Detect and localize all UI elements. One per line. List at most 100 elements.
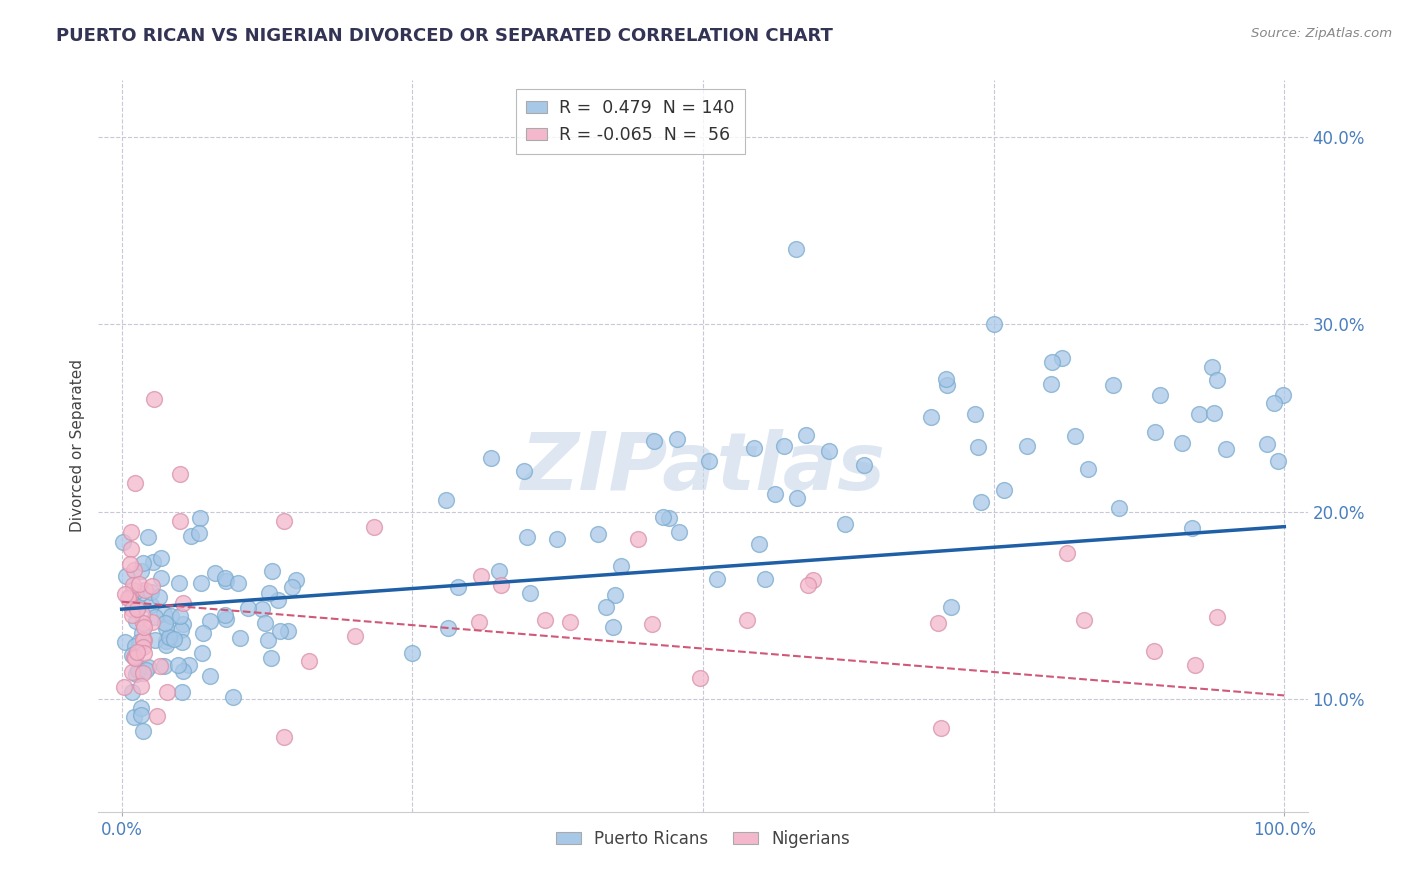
Point [142,555,165,569]
Point [129,708,152,723]
Point [363,520,385,534]
Point [129,586,152,600]
Point [1108,500,1130,515]
Point [602,620,624,634]
Point [1204,406,1226,420]
Point [1171,436,1194,450]
Point [120,525,142,540]
Point [253,616,276,631]
Point [277,624,299,638]
Point [401,646,423,660]
Point [488,564,510,578]
Point [627,532,650,546]
Point [132,633,155,648]
Point [132,615,155,630]
Point [114,635,136,649]
Point [737,613,759,627]
Point [1143,425,1166,440]
Point [965,407,987,421]
Point [434,492,457,507]
Point [773,440,796,454]
Point [1263,396,1285,410]
Point [204,566,226,581]
Point [236,601,259,615]
Point [479,450,502,465]
Point [200,669,222,683]
Point [214,571,236,585]
Point [605,588,627,602]
Point [114,587,136,601]
Point [188,526,211,541]
Point [180,529,202,543]
Point [155,638,177,652]
Point [970,495,993,509]
Point [129,679,152,693]
Point [467,615,489,629]
Point [132,556,155,570]
Point [470,569,492,583]
Point [1205,373,1227,387]
Point [595,600,617,615]
Point [939,599,962,614]
Point [127,663,149,677]
Point [128,577,150,591]
Point [139,598,162,612]
Point [344,629,367,643]
Point [155,634,177,648]
Point [138,530,160,544]
Point [128,634,150,648]
Point [172,684,194,698]
Point [122,578,145,592]
Point [145,708,167,723]
Point [132,666,155,681]
Point [1142,644,1164,658]
Point [136,660,159,674]
Point [198,615,221,629]
Point [157,630,180,644]
Point [169,514,191,528]
Point [446,580,468,594]
Point [131,607,153,622]
Point [586,527,609,541]
Point [1272,387,1295,401]
Point [785,242,807,256]
Point [115,568,138,582]
Point [1073,613,1095,627]
Text: ZIPatlas: ZIPatlas [520,429,886,507]
Point [153,615,176,630]
Point [797,578,820,592]
Point [763,487,786,501]
Point [748,537,770,551]
Point [120,541,142,556]
Point [149,658,172,673]
Point [215,574,238,588]
Point [124,639,146,653]
Point [172,664,194,678]
Point [141,579,163,593]
Point [190,646,212,660]
Point [134,646,156,660]
Point [156,685,179,699]
Point [1256,437,1278,451]
Point [127,599,149,614]
Point [257,586,280,600]
Point [658,510,681,524]
Point [929,721,952,735]
Point [1188,407,1211,421]
Point [1040,377,1063,392]
Point [1040,354,1063,368]
Point [132,724,155,739]
Point [167,576,190,591]
Point [665,432,688,446]
Point [641,617,664,632]
Point [121,665,143,680]
Point [651,510,673,524]
Point [191,625,214,640]
Point [135,664,157,678]
Point [512,464,534,478]
Point [221,690,243,704]
Point [170,623,193,637]
Point [149,550,172,565]
Point [993,483,1015,498]
Point [519,586,541,600]
